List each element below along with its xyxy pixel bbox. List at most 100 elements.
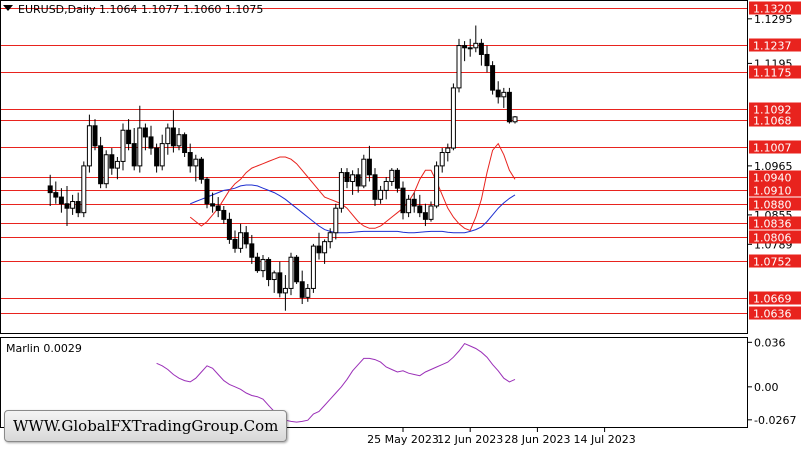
candle-body [490, 65, 496, 91]
candle [406, 194, 412, 218]
level-price-tag [749, 183, 801, 197]
candle-body [327, 232, 333, 243]
candle [215, 197, 221, 218]
chart-menu-icon[interactable] [3, 5, 13, 11]
candle [417, 194, 423, 218]
candle-body [350, 174, 356, 182]
level-price-tag [749, 216, 801, 230]
marlin-tick-label: 0.00 [754, 381, 779, 394]
candle-body [154, 147, 160, 167]
candle-body [271, 272, 277, 281]
marlin-line [156, 342, 516, 423]
candle [120, 123, 126, 171]
level-price-tag [749, 140, 801, 154]
candle [266, 257, 272, 287]
level-price-label: 1.0806 [753, 232, 792, 245]
candle-body [148, 136, 154, 149]
candle [170, 110, 176, 153]
price-tick-label: 1.1295 [754, 13, 793, 26]
marlin-label: Marlin 0.0029 [6, 342, 82, 355]
candle [501, 87, 507, 108]
candle [210, 192, 216, 213]
candle [327, 228, 333, 249]
candle [473, 25, 479, 53]
candle-body [58, 196, 64, 205]
candle-body [344, 172, 350, 182]
candle-body [422, 212, 428, 220]
level-price-tag [749, 65, 801, 79]
candle [221, 205, 227, 224]
candle-body [277, 272, 283, 294]
candle [254, 252, 260, 273]
candle [75, 192, 81, 218]
candle [467, 38, 473, 57]
candle-body [439, 152, 445, 167]
level-price-tag [749, 197, 801, 211]
candle-body [467, 47, 473, 50]
candle-body [103, 154, 109, 185]
candle-body [64, 203, 70, 209]
candle [70, 194, 76, 215]
candle [316, 232, 322, 260]
candle [204, 177, 210, 209]
candle [299, 270, 305, 305]
candle-body [338, 172, 344, 209]
candle-body [501, 91, 507, 98]
candle [249, 234, 255, 264]
candle-body [142, 127, 148, 138]
level-price-tag [749, 38, 801, 52]
candle [58, 188, 64, 213]
candle-body [187, 152, 193, 167]
candle-body [473, 42, 479, 49]
candle [428, 201, 434, 222]
candle-body [434, 165, 440, 207]
candle-body [411, 198, 417, 207]
candle-body [170, 127, 176, 147]
candle [495, 81, 501, 104]
candle-body [215, 205, 221, 211]
candle-body [92, 125, 98, 147]
level-price-label: 1.0636 [753, 308, 792, 321]
time-tick-label: 14 Jul 2023 [573, 433, 635, 446]
candle-body [361, 158, 367, 187]
candle [282, 275, 288, 311]
candle-body [86, 125, 92, 167]
candle [47, 174, 53, 206]
level-price-label: 1.1237 [753, 40, 792, 53]
candle [400, 181, 406, 220]
candle [109, 148, 115, 175]
candle [98, 136, 104, 189]
candle-body [428, 205, 434, 220]
candle-body [389, 169, 395, 182]
candle-body [445, 147, 451, 154]
candle [305, 283, 311, 302]
candle [310, 243, 316, 293]
candle [131, 128, 137, 171]
candle-body [137, 127, 143, 167]
candle-body [266, 258, 272, 281]
level-price-tag [749, 1, 801, 15]
candle-body [378, 189, 384, 200]
marlin-indicator-panel[interactable]: 0.036 0.00 -0.0267 [156, 336, 797, 427]
candle-body [165, 127, 171, 145]
level-price-label: 1.1007 [753, 142, 792, 155]
marlin-tick-label: -0.0267 [754, 414, 796, 427]
candle [490, 61, 496, 95]
candle [411, 192, 417, 213]
candle-body [299, 281, 305, 298]
candle-body [204, 178, 210, 205]
candle [154, 143, 160, 173]
candle-body [406, 198, 412, 214]
candle [322, 239, 328, 264]
candle [338, 168, 344, 213]
candle [243, 226, 249, 249]
candle-body [462, 45, 468, 49]
price-panel[interactable]: 1.12951.11951.09651.08551.07891.13201.12… [1, 1, 801, 321]
candle-body [372, 174, 378, 200]
candle-body [47, 185, 53, 194]
level-price-label: 1.0880 [753, 199, 792, 212]
candle [422, 203, 428, 227]
price-tick-label: 1.0965 [754, 160, 793, 173]
candle [148, 125, 154, 155]
